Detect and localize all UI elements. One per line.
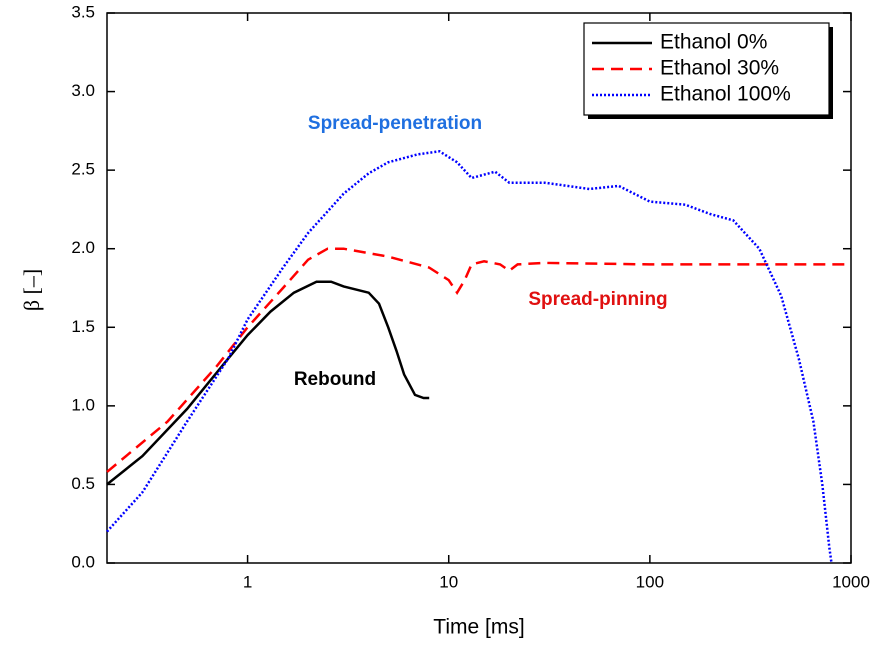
legend-label: Ethanol 0% [660, 31, 767, 54]
legend-label: Ethanol 30% [660, 57, 779, 80]
y-tick-label: 2.5 [71, 160, 95, 179]
x-tick-label: 100 [636, 572, 664, 591]
x-tick-label: 1000 [832, 572, 870, 591]
y-axis-title: β [–] [19, 269, 44, 311]
annotation: Spread-penetration [308, 113, 482, 134]
x-tick-label: 1 [243, 572, 252, 591]
y-tick-label: 3.0 [71, 81, 95, 100]
series-line [106, 247, 851, 473]
x-tick-label: 10 [439, 572, 458, 591]
y-tick-label: 1.5 [71, 317, 95, 336]
legend-box [583, 22, 830, 116]
y-tick-label: 1.0 [71, 395, 95, 414]
series-line [106, 149, 833, 564]
y-tick-label: 0.0 [71, 552, 95, 571]
y-tick-label: 0.5 [71, 474, 95, 493]
legend-label: Ethanol 100% [660, 83, 791, 106]
x-axis-title: Time [ms] [433, 616, 524, 639]
y-tick-label: 2.0 [71, 238, 95, 257]
annotation: Spread-pinning [528, 289, 667, 310]
y-tick-label: 3.5 [71, 2, 95, 21]
plot-frame [106, 12, 852, 564]
series-line [106, 280, 430, 486]
annotation: Rebound [294, 369, 376, 390]
